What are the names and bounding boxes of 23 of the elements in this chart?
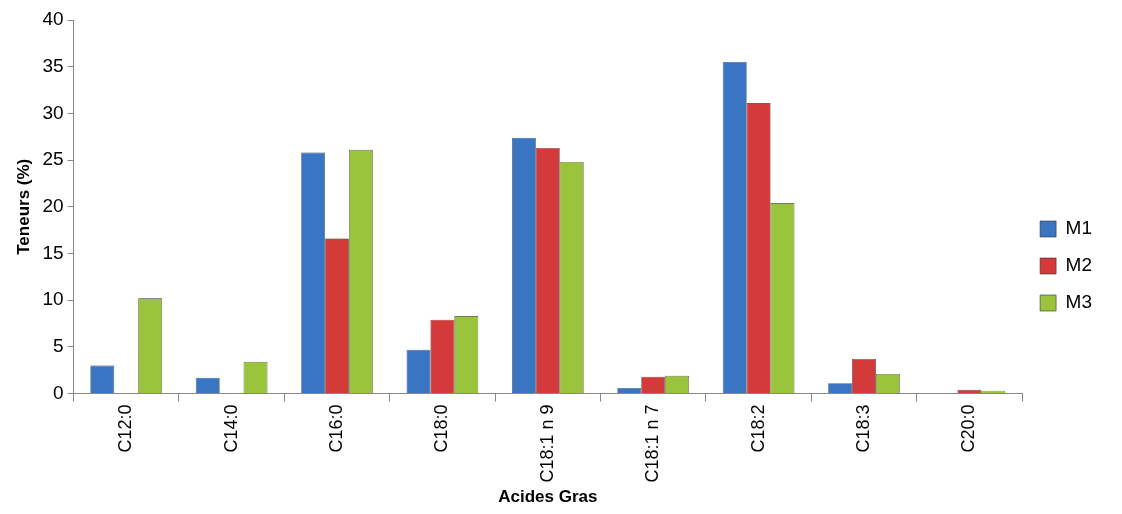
x-tick-label: C18:3 [852, 404, 873, 453]
x-tick-label: C18:2 [747, 404, 768, 453]
y-tick-label: 10 [42, 288, 64, 310]
legend-label: M3 [1065, 291, 1093, 313]
x-tick-label: C12:0 [115, 404, 136, 453]
y-tick-label: 35 [42, 54, 64, 76]
y-tick-label: 0 [52, 381, 64, 403]
y-tick-label: 25 [42, 148, 64, 170]
y-tick-label: 30 [42, 101, 64, 123]
y-tick-label: 5 [52, 335, 64, 357]
x-tick-label: C18:0 [431, 404, 452, 453]
y-tick-label: 40 [42, 8, 64, 30]
x-tick-label: C16:0 [325, 404, 346, 453]
legend-label: M2 [1065, 254, 1093, 276]
legend-label: M1 [1065, 217, 1093, 239]
y-axis-title: Teneurs (%) [13, 158, 33, 255]
x-tick-label: C14:0 [220, 404, 241, 453]
x-tick-label: C20:0 [958, 404, 979, 453]
x-axis-title: Acides Gras [498, 487, 598, 507]
x-tick-label: C18:1 n 9 [536, 404, 557, 483]
y-tick-label: 20 [42, 195, 64, 217]
y-tick-label: 15 [42, 241, 64, 263]
x-tick-label: C18:1 n 7 [642, 404, 663, 483]
